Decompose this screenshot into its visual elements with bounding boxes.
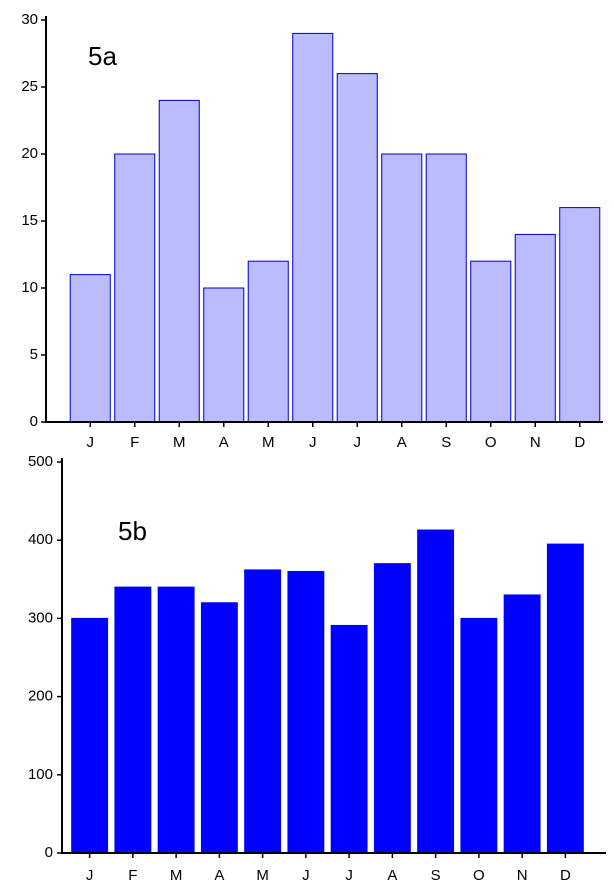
bar [381,153,423,423]
x-tick-label: O [485,434,497,451]
bar [292,32,334,423]
x-tick-label: J [309,434,317,451]
x-tick-label: J [87,434,95,451]
bar [460,617,498,854]
x-tick-label: M [170,867,183,884]
x-tick-label: M [262,434,275,451]
bar [330,624,368,854]
x-tick-label: A [214,867,224,884]
x-tick-label: S [431,867,441,884]
x-tick-label: F [128,867,137,884]
y-tick-label: 5 [30,346,38,363]
bar [514,233,556,423]
x-tick-label: S [441,434,451,451]
y-tick-label: 15 [21,212,38,229]
y-tick-label: 0 [30,413,38,430]
bar [546,543,584,854]
bar [559,207,601,423]
chart-title: 5a [88,41,117,71]
bar [157,586,195,854]
bar [69,274,111,423]
y-tick-label: 20 [21,145,38,162]
bar [114,153,156,423]
bar [503,594,541,854]
bar [114,586,152,854]
bar [244,569,282,854]
bar [71,617,109,854]
x-tick-label: A [219,434,229,451]
bar [287,570,325,854]
x-tick-label: F [130,434,139,451]
y-tick-label: 500 [28,453,53,470]
y-tick-label: 300 [28,609,53,626]
x-tick-label: N [517,867,528,884]
bar [203,287,245,423]
bar [200,602,238,854]
y-tick-label: 30 [21,11,38,28]
y-tick-label: 200 [28,688,53,705]
bar [470,260,512,423]
x-tick-label: O [473,867,485,884]
x-tick-label: J [302,867,310,884]
bar [417,529,455,854]
x-tick-label: M [256,867,269,884]
x-tick-label: J [86,867,94,884]
y-tick-label: 100 [28,766,53,783]
x-tick-label: J [345,867,353,884]
bar [373,563,411,854]
y-tick-label: 10 [21,279,38,296]
y-tick-label: 25 [21,78,38,95]
x-tick-label: D [574,434,585,451]
x-tick-label: D [560,867,571,884]
bar [158,99,200,423]
bar [425,153,467,423]
chart-title: 5b [118,516,147,546]
bar [336,73,378,423]
x-tick-label: M [173,434,186,451]
x-tick-label: N [530,434,541,451]
x-tick-label: A [397,434,407,451]
y-tick-label: 0 [45,844,53,861]
x-tick-label: A [387,867,397,884]
y-tick-label: 400 [28,531,53,548]
x-tick-label: J [354,434,362,451]
bar [247,260,289,423]
